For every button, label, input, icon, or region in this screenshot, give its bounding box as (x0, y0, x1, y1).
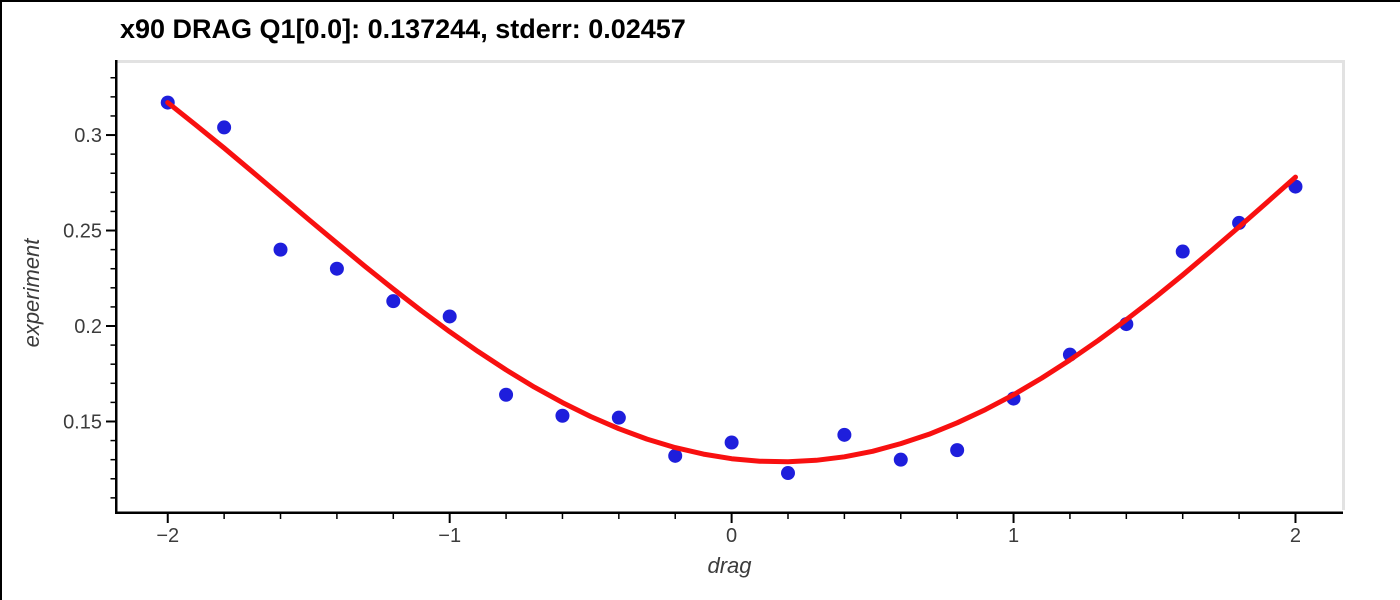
top-spine (117, 60, 1345, 63)
x-tick-label: 2 (1290, 525, 1301, 547)
y-tick-label: 0.2 (74, 316, 102, 338)
scatter-point (329, 261, 344, 276)
scatter-point (781, 466, 796, 481)
scatter-point (217, 120, 232, 135)
x-axis-label: drag (707, 553, 752, 578)
scatter-point (724, 435, 739, 450)
x-tick-label: −2 (156, 525, 179, 547)
x-tick-label: 0 (726, 525, 737, 547)
scatter-point (442, 309, 457, 324)
fit-line (165, 100, 1298, 465)
scatter-point (611, 410, 626, 425)
scatter-point (893, 452, 908, 467)
scatter-point (837, 427, 852, 442)
scatter-point (668, 448, 683, 463)
scatter-point (555, 408, 570, 423)
left-spine (115, 60, 118, 514)
y-tick-label: 0.3 (74, 125, 102, 147)
y-axis-label: experiment (19, 238, 44, 348)
bottom-spine (115, 511, 1343, 514)
y-tick-label: 0.25 (63, 221, 102, 243)
scatter-point (386, 294, 401, 309)
scatter-point (499, 387, 514, 402)
chart-title: x90 DRAG Q1[0.0]: 0.137244, stderr: 0.02… (120, 14, 686, 44)
scatter-point (1175, 244, 1190, 259)
x-tick-label: −1 (438, 525, 461, 547)
y-tick-label: 0.15 (63, 411, 102, 433)
scatter-point (273, 242, 288, 257)
right-spine (1342, 60, 1345, 510)
scatter-point (950, 443, 965, 458)
x-tick-label: 1 (1008, 525, 1019, 547)
